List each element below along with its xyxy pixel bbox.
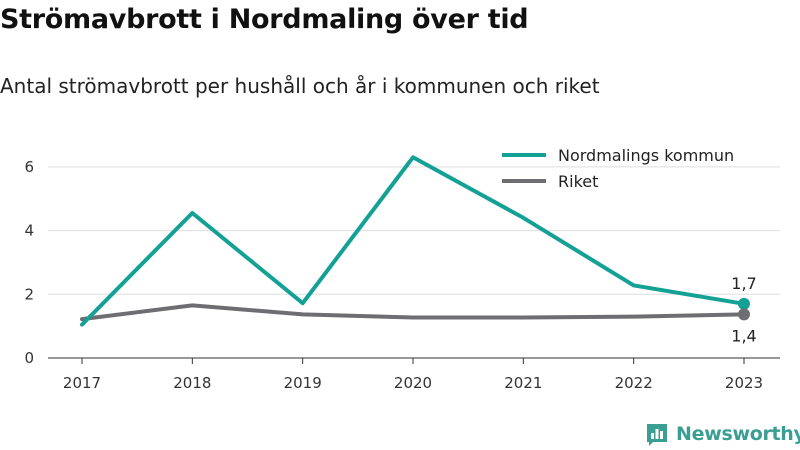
series-line	[80, 155, 746, 327]
x-axis: 2017 2018 2019 2020 2021 2022 2023	[48, 357, 780, 392]
y-tick-label: 6	[24, 158, 34, 176]
x-tick-label: 2021	[504, 374, 542, 392]
chart-subtitle: Antal strömavbrott per hushåll och år i …	[0, 74, 600, 98]
legend-label: Nordmalings kommun	[558, 146, 734, 165]
data-label: 1,7	[731, 274, 756, 293]
series-lines	[80, 155, 746, 327]
chart-title: Strömavbrott i Nordmaling över tid	[0, 4, 529, 35]
line-chart: 0 2 4 6 2017 2018 2019 2020 2021 2022 2023 1,7 1,4…	[24, 146, 780, 392]
endpoint-marker	[738, 297, 750, 310]
y-tick-label: 4	[24, 222, 34, 240]
x-tick-label: 2019	[284, 374, 322, 392]
x-tick-label: 2020	[394, 374, 432, 392]
brand-name: Newsworthy	[676, 423, 800, 445]
x-tick-label: 2023	[725, 374, 763, 392]
x-tick-label: 2022	[615, 374, 653, 392]
data-labels: 1,7 1,4	[731, 274, 756, 346]
y-tick-label: 0	[24, 349, 34, 367]
x-tick-label: 2018	[173, 374, 211, 392]
legend: Nordmalings kommun Riket	[502, 146, 734, 191]
newsworthy-logo-icon	[647, 424, 667, 446]
data-label: 1,4	[731, 326, 756, 345]
legend-label: Riket	[558, 172, 598, 191]
x-tick-label: 2017	[63, 374, 101, 392]
series-line	[80, 303, 746, 322]
y-tick-label: 2	[24, 285, 34, 303]
gridlines: 0 2 4 6	[24, 158, 780, 367]
brand-logo: Newsworthy	[645, 420, 800, 448]
endpoint-marker	[738, 308, 750, 321]
